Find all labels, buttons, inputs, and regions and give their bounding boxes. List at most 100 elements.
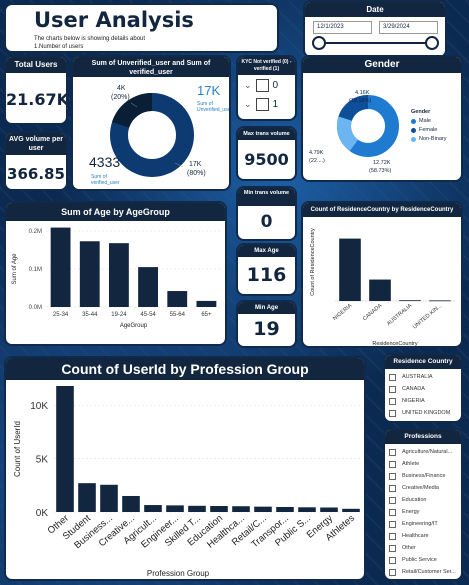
professions-slicer[interactable]: Professions Agriculture/Natural... Athlet… <box>383 428 463 581</box>
bar-Engineer... <box>166 505 184 512</box>
bar-CANADA <box>369 279 391 301</box>
min-trans-card: Min trans volume 0 <box>236 186 297 241</box>
avg-volume-card: AVG volume per user 366.85 <box>4 131 68 191</box>
bar-AUSTRALIA <box>399 300 421 302</box>
bar-65+ <box>196 300 217 307</box>
gender-donut-chart <box>337 95 399 157</box>
profession-option[interactable]: Agriculture/Natural... <box>385 446 461 458</box>
profession-option-label: Healthcare <box>402 533 429 539</box>
profession-option-label: Other <box>402 545 416 551</box>
bar-35-44 <box>79 241 100 307</box>
checkbox[interactable] <box>389 472 396 480</box>
x-tick-label: 55-64 <box>170 312 186 318</box>
gender-label-left: 4.79K <box>309 150 324 156</box>
kyc-checkbox-0[interactable] <box>255 79 269 92</box>
date-start-input[interactable]: 12/1/2023 <box>313 21 372 34</box>
max-age-card: Max Age 116 <box>236 243 297 296</box>
profession-option[interactable]: Creative/Media <box>385 482 461 494</box>
kyc-option-0[interactable]: ⌄ 0 <box>244 79 278 92</box>
y-tick-label: 0.2M <box>29 229 42 235</box>
gender-donut-title: Gender <box>303 57 461 73</box>
y-tick-label: 0.0M <box>29 305 42 311</box>
avg-volume-label: AVG volume per user <box>6 133 66 155</box>
verified-donut-label-bottom-pct: (80%) <box>187 170 206 177</box>
profession-option[interactable]: Healthcare <box>385 530 461 542</box>
residence-option[interactable]: AUSTRALIA <box>385 371 461 383</box>
min-age-card: Min Age 19 <box>236 300 297 348</box>
verified-donut-right-value: 17K <box>197 83 221 98</box>
date-range-track[interactable] <box>317 42 431 44</box>
kyc-option-1[interactable]: ⌄ 1 <box>244 98 278 111</box>
checkbox[interactable] <box>389 544 396 552</box>
checkbox[interactable] <box>389 448 396 456</box>
x-tick-label: NIGERIA <box>332 303 353 322</box>
profession-option-label: Energy <box>402 509 420 515</box>
profession-option-label: Public Service <box>402 557 437 563</box>
residence-option[interactable]: UNITED KINGDOM <box>385 407 461 419</box>
page-subtitle-line2: 1.Number of users <box>34 44 84 50</box>
legend-item-non-binary: Non-Binary <box>411 136 447 142</box>
y-axis-label: Sum of Age <box>12 253 18 285</box>
checkbox[interactable] <box>389 520 396 528</box>
gender-label-right-pct: (58.73%) <box>369 168 392 174</box>
checkbox[interactable] <box>389 556 396 564</box>
profession-option-label: Agriculture/Natural... <box>402 449 453 455</box>
max-trans-value: 9500 <box>244 150 289 169</box>
checkbox[interactable] <box>389 460 396 468</box>
date-start-handle[interactable] <box>312 36 326 50</box>
date-slicer[interactable]: Date 12/1/2023 3/29/2024 <box>303 0 447 58</box>
x-axis-label: Profession Group <box>147 569 210 578</box>
min-trans-label: Min trans volume <box>238 188 295 206</box>
kyc-checkbox-1[interactable] <box>255 98 269 111</box>
gender-donut-card: Gender 4.16K (19.18%) 4.79K (22....) 12.… <box>301 55 463 182</box>
checkbox[interactable] <box>389 385 396 393</box>
checkbox[interactable] <box>389 532 396 540</box>
profession-option[interactable]: Engineering/IT <box>385 518 461 530</box>
profession-option-label: Business/Finance <box>402 473 446 479</box>
profession-option-label: Creative/Media <box>402 485 439 491</box>
x-tick-label: UNITED KIN... <box>412 303 444 331</box>
bar-Transpor... <box>276 506 294 512</box>
checkbox[interactable] <box>389 484 396 492</box>
legend-item-female: Female <box>411 127 447 133</box>
checkbox[interactable] <box>389 373 396 381</box>
residence-option[interactable]: NIGERIA <box>385 395 461 407</box>
checkbox[interactable] <box>389 496 396 504</box>
gender-legend-title: Gender <box>411 109 431 115</box>
bar-55-64 <box>167 291 188 307</box>
checkbox[interactable] <box>389 397 396 405</box>
age-chart-card: Sum of Age by AgeGroup 0.0M 0.1M 0.2M 25-34… <box>4 201 227 346</box>
checkbox[interactable] <box>389 508 396 516</box>
profession-option[interactable]: Other <box>385 542 461 554</box>
profession-option[interactable]: Athlete <box>385 458 461 470</box>
date-end-handle[interactable] <box>425 36 439 50</box>
verified-donut-center-label: Sum of verified_user <box>91 174 120 186</box>
date-slicer-label: Date <box>305 2 445 17</box>
profession-option[interactable]: Energy <box>385 506 461 518</box>
min-age-value: 19 <box>253 318 280 340</box>
max-trans-label: Max trans volume <box>238 128 295 140</box>
total-users-value: 21.67K <box>6 90 68 109</box>
bar-19-24 <box>109 243 129 307</box>
date-end-input[interactable]: 3/29/2024 <box>379 21 438 34</box>
kyc-slicer[interactable]: KYC Not verified (0) - verified (1) ⌄ 0 … <box>236 55 297 121</box>
x-tick-label: 25-34 <box>53 312 69 318</box>
checkbox[interactable] <box>389 409 396 417</box>
bar-Creative... <box>122 495 140 512</box>
max-trans-card: Max trans volume 9500 <box>236 126 297 181</box>
bar-Athletes <box>342 508 360 512</box>
residence-country-slicer[interactable]: Residence Country AUSTRALIA CANADA NIGER… <box>383 353 463 423</box>
verified-donut-card: Sum of Unverified_user and Sum of verifi… <box>71 55 231 191</box>
bar-Other <box>56 386 74 512</box>
x-tick-label: 65+ <box>201 312 212 318</box>
profession-option[interactable]: Business/Finance <box>385 470 461 482</box>
profession-option[interactable]: Education <box>385 494 461 506</box>
profession-option[interactable]: Retail/Customer Ser... <box>385 566 461 578</box>
checkbox[interactable] <box>389 568 396 576</box>
profession-option[interactable]: Public Service <box>385 554 461 566</box>
age-chart-title: Sum of Age by AgeGroup <box>6 203 225 221</box>
x-tick-label: AUSTRALIA <box>386 303 414 327</box>
bar-Healthca... <box>232 506 250 512</box>
gender-label-right: 12.72K <box>373 160 391 166</box>
residence-option[interactable]: CANADA <box>385 383 461 395</box>
